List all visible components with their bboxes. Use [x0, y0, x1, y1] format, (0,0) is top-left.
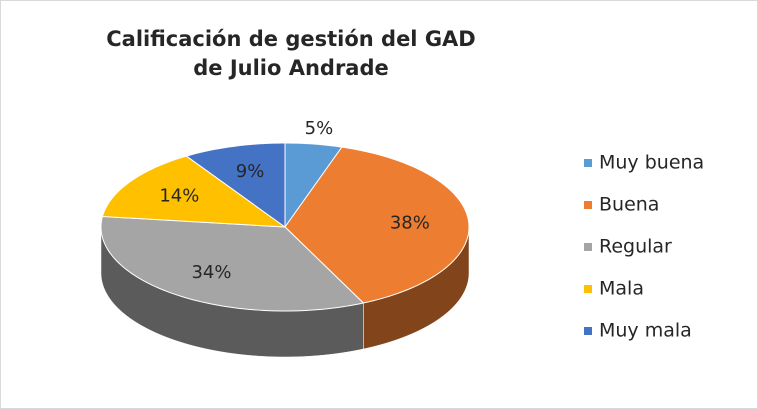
legend-label: Mala: [599, 278, 644, 300]
legend-label: Muy mala: [599, 320, 692, 342]
slice: [101, 155, 287, 228]
slice: [284, 142, 343, 229]
legend-swatch: [584, 159, 592, 167]
data-label: 34%: [191, 262, 231, 283]
legend-swatch: [584, 243, 592, 251]
data-label: 5%: [305, 118, 334, 139]
slice: [185, 142, 286, 228]
legend-label: Regular: [599, 236, 672, 258]
legend-swatch: [584, 285, 592, 293]
data-label: 14%: [159, 185, 199, 206]
data-label: 38%: [390, 212, 430, 233]
legend-label: Muy buena: [599, 152, 704, 174]
legend-swatch: [584, 201, 592, 209]
slice: [100, 215, 365, 312]
slice: [284, 146, 470, 304]
data-label: 9%: [236, 161, 265, 182]
legend-label: Buena: [599, 194, 659, 216]
legend-swatch: [584, 327, 592, 335]
chart-title: Calificación de gestión del GAD de Julio…: [106, 27, 476, 80]
